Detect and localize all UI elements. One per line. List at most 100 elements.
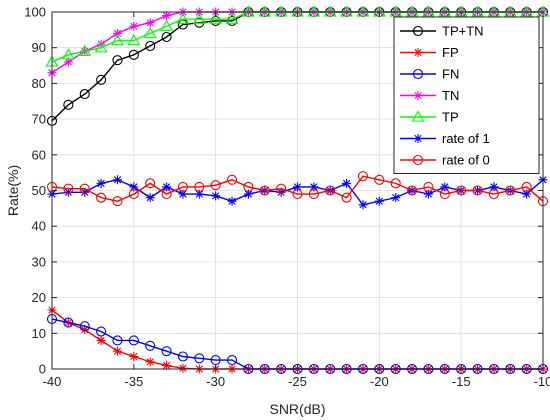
legend-marker [413, 48, 423, 57]
data-point-tp [307, 5, 321, 17]
data-point-tp [78, 44, 92, 56]
y-tick-label: 70 [32, 112, 46, 127]
legend: TP+TN FP FN TN TP rate of 1 rate of 0 [393, 16, 540, 174]
x-axis-label: SNR(dB) [269, 401, 325, 417]
data-point-tp [323, 5, 337, 17]
legend-item-tp: TP [400, 110, 459, 125]
data-point-rate-of-1 [227, 196, 237, 206]
data-point-fp [129, 352, 139, 362]
legend-item-tp-tn: TP+TN [400, 24, 484, 39]
data-point-rate-of-1 [440, 182, 450, 192]
y-tick-label: 50 [32, 183, 46, 198]
data-point-rate-of-1 [112, 175, 122, 185]
data-point-fp [145, 357, 155, 367]
data-point-rate-of-0 [128, 189, 139, 200]
y-tick-label: 100 [24, 5, 46, 20]
data-point-tp [471, 5, 484, 17]
data-point-tp [438, 5, 452, 17]
data-point-rate-of-1 [194, 189, 204, 199]
data-point-rate-of-1 [374, 196, 384, 206]
data-point-tn [162, 11, 172, 21]
data-point-tp-tn [96, 74, 107, 85]
data-point-rate-of-0 [308, 189, 319, 200]
legend-marker [411, 110, 425, 122]
data-point-tp-tn [194, 17, 205, 28]
data-point-rate-of-1 [80, 187, 90, 197]
y-tick-label: 60 [32, 147, 46, 162]
y-tick-label: 40 [32, 219, 46, 234]
data-point-rate-of-0 [194, 181, 205, 192]
legend-label: FP [442, 45, 459, 60]
data-point-rate-of-1 [489, 182, 499, 192]
data-point-rate-of-1 [423, 189, 433, 199]
data-point-rate-of-1 [293, 182, 302, 192]
data-point-rate-of-0 [472, 185, 483, 196]
data-point-fp [178, 363, 188, 373]
data-point-fn [63, 317, 74, 328]
data-point-rate-of-0 [145, 178, 156, 189]
legend-item-rate-of-0: rate of 0 [400, 153, 490, 168]
data-point-tp-tn [79, 89, 90, 100]
data-point-rate-of-0 [521, 181, 532, 192]
data-point-rate-of-0 [325, 185, 336, 196]
data-point-rate-of-0 [259, 185, 270, 196]
legend-label: rate of 0 [442, 153, 490, 168]
series-rate-of-0 [46, 171, 549, 207]
data-point-rate-of-0 [456, 185, 467, 196]
data-point-rate-of-0 [423, 181, 434, 192]
data-point-rate-of-0 [488, 189, 499, 200]
data-point-rate-of-0 [505, 185, 516, 196]
data-point-tn [145, 18, 155, 28]
data-point-tp [487, 5, 501, 17]
legend-marker [413, 134, 423, 143]
data-point-tp [160, 19, 174, 31]
data-point-tp-tn [145, 40, 156, 51]
axis-ticks: -40 -35 -30 -25 -20 -15 -10 0 10 20 30 40 50 60 70 80 90… [24, 5, 550, 390]
data-point-rate-of-1 [211, 191, 221, 201]
x-tick-label: -35 [124, 374, 143, 389]
x-tick-label: -15 [452, 374, 471, 389]
legend-marker [412, 154, 424, 166]
data-point-tp [503, 5, 517, 17]
data-point-rate-of-1 [162, 182, 172, 192]
legend-marker [412, 25, 424, 37]
data-point-rate-of-0 [357, 171, 369, 182]
data-point-rate-of-0 [341, 192, 352, 203]
data-point-fn [128, 335, 139, 346]
y-tick-label: 0 [39, 362, 46, 377]
data-point-tn [112, 28, 122, 38]
y-tick-label: 90 [32, 40, 46, 55]
x-tick-label: -25 [288, 374, 307, 389]
data-point-fn [96, 326, 107, 337]
data-point-rate-of-0 [292, 189, 303, 200]
data-point-tp [340, 5, 354, 17]
data-point-rate-of-1 [391, 193, 401, 203]
data-point-tp-tn [177, 19, 188, 30]
data-point-rate-of-1 [309, 182, 319, 192]
data-point-fn [79, 321, 90, 332]
data-point-fn [226, 355, 238, 366]
data-point-rate-of-1 [276, 187, 286, 197]
x-tick-label: -20 [370, 374, 389, 389]
data-point-tp-tn [112, 55, 123, 66]
data-point-tp-tn [161, 31, 172, 43]
data-point-tp [225, 12, 239, 24]
y-tick-label: 30 [32, 254, 46, 269]
data-point-rate-of-0 [210, 180, 221, 191]
data-point-rate-of-0 [112, 196, 123, 207]
data-point-tp [111, 33, 124, 46]
y-tick-label: 10 [32, 326, 46, 341]
data-point-rate-of-1 [63, 187, 73, 197]
data-point-tp [127, 33, 141, 46]
x-tick-label: -10 [534, 374, 550, 389]
data-point-fp [80, 325, 90, 335]
legend-label: TP [442, 110, 459, 125]
legend-item-fn: FN [400, 67, 459, 82]
data-point-fn [177, 351, 188, 362]
data-point-fn [161, 346, 172, 357]
data-point-tp [241, 5, 255, 17]
data-point-tp-tn [128, 49, 139, 60]
data-point-rate-of-0 [177, 181, 188, 192]
data-point-fp [162, 360, 172, 370]
